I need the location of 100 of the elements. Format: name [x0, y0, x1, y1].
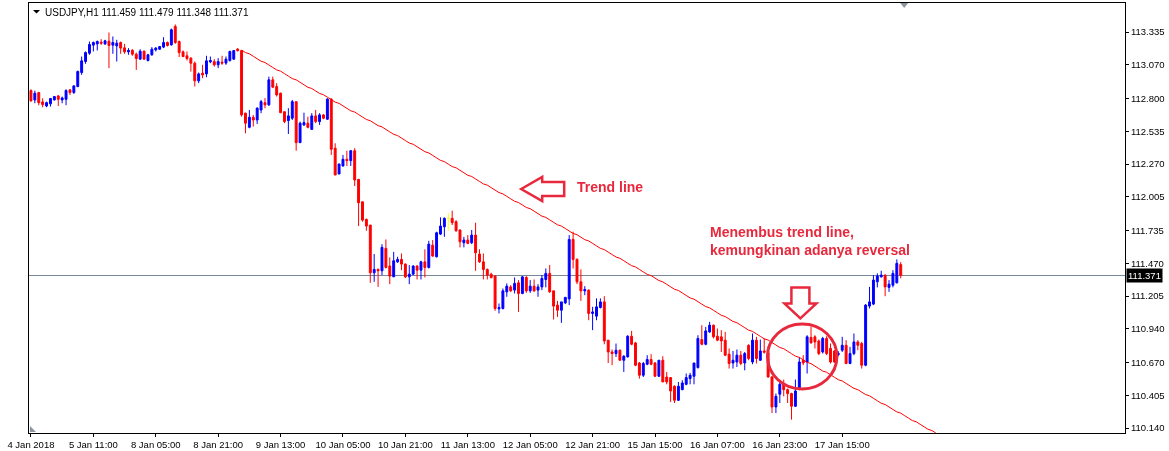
candlestick — [372, 253, 376, 283]
candlestick — [325, 97, 329, 121]
candlestick — [232, 49, 236, 61]
candlestick — [251, 114, 255, 128]
y-tick-label: 111.470 — [1130, 257, 1164, 269]
candlestick — [138, 48, 142, 61]
candlestick — [322, 113, 325, 120]
candlestick — [169, 28, 173, 46]
candlestick — [205, 55, 208, 78]
candlestick — [263, 97, 267, 109]
chart-title: USDJPY,H1 111.459 111.479 111.348 111.371 — [45, 6, 249, 18]
candlestick — [466, 234, 470, 245]
candlestick — [115, 39, 119, 62]
candlestick — [442, 216, 446, 238]
candlestick — [150, 46, 154, 57]
candlestick — [844, 339, 848, 365]
y-tick-label: 112.270 — [1130, 158, 1165, 170]
candlestick — [657, 359, 661, 378]
candlestick — [517, 279, 520, 313]
x-tick-label: 15 Jan 15:00 — [627, 439, 683, 451]
y-tick-label: 111.205 — [1130, 290, 1164, 302]
x-tick-label: 4 Jan 2018 — [7, 439, 55, 451]
candlestick — [524, 275, 528, 294]
candlestick — [614, 343, 618, 358]
candlestick — [56, 94, 60, 107]
y-tick-label: 113.070 — [1130, 59, 1165, 71]
candlestick — [95, 40, 99, 51]
candlestick — [310, 112, 314, 131]
y-tick-label: 110.405 — [1130, 389, 1165, 401]
candlestick — [676, 381, 680, 402]
x-tick-label: 12 Jan 05:00 — [502, 439, 558, 451]
x-tick-label: 10 Jan 21:00 — [377, 439, 433, 451]
candlestick — [700, 324, 704, 346]
candlestick — [349, 149, 353, 167]
y-tick-label: 111.735 — [1130, 224, 1164, 236]
candlestick — [380, 243, 384, 276]
candlestick — [883, 273, 887, 297]
candlestick — [247, 109, 251, 129]
candlestick — [520, 275, 524, 295]
candlestick — [37, 91, 41, 106]
x-tick-label: 11 Jan 13:00 — [440, 439, 495, 451]
x-tick-label: 10 Jan 05:00 — [315, 439, 371, 451]
x-tick-label: 8 Jan 21:00 — [193, 439, 243, 451]
candlestick — [790, 392, 793, 421]
ref-line-label: 111.371 — [1128, 270, 1161, 281]
candlestick — [99, 38, 103, 46]
candlestick — [123, 43, 127, 55]
candlestick — [462, 236, 466, 248]
candlestick — [731, 350, 735, 370]
x-tick-label: 16 Jan 07:00 — [689, 439, 745, 451]
candlestick — [166, 41, 169, 47]
candlestick — [314, 109, 318, 124]
candlestick — [212, 58, 216, 68]
candlestick — [661, 355, 665, 383]
candlestick — [228, 50, 232, 63]
annotation: Trend line — [577, 179, 644, 195]
candlestick — [743, 351, 747, 371]
x-tick-label: 5 Jan 11:00 — [68, 439, 118, 451]
candlestick — [840, 336, 844, 353]
candlestick — [33, 90, 37, 104]
candlestick — [119, 41, 123, 55]
candlestick — [216, 57, 220, 69]
y-tick-label: 110.670 — [1130, 356, 1165, 368]
candlestick — [197, 72, 201, 84]
candlestick — [220, 55, 224, 66]
candlestick — [45, 101, 49, 108]
candlestick — [817, 339, 821, 356]
candlestick — [758, 339, 762, 362]
candlestick — [567, 234, 571, 306]
candlestick — [427, 240, 431, 269]
candlestick — [739, 350, 743, 366]
candlestick — [318, 112, 322, 126]
candlestick — [719, 329, 723, 353]
candlestick — [793, 379, 797, 408]
candlestick — [544, 267, 548, 288]
candlestick — [481, 252, 485, 280]
candlestick — [419, 260, 423, 280]
candlestick — [747, 343, 751, 361]
candlestick — [68, 88, 72, 96]
candlestick — [559, 301, 563, 324]
candlestick — [871, 274, 875, 306]
candlestick — [474, 222, 478, 272]
candlestick — [587, 289, 591, 321]
y-tick-label: 113.335 — [1130, 26, 1165, 38]
x-tick-label: 16 Jan 23:00 — [752, 439, 808, 451]
candlestick — [134, 52, 138, 71]
candlestick — [91, 41, 95, 52]
candlestick — [470, 229, 474, 245]
candlestick — [415, 264, 419, 280]
candlestick — [201, 64, 205, 79]
candlestick — [142, 49, 146, 61]
candlestick — [532, 278, 536, 293]
candlestick — [193, 60, 197, 88]
candlestick — [509, 284, 513, 293]
candlestick — [762, 337, 766, 355]
candlestick — [801, 354, 805, 366]
candlestick — [669, 376, 673, 403]
annotation: Menembus trend line, kemungkinan adanya reversal — [710, 224, 910, 259]
candlestick — [29, 88, 33, 103]
y-tick-label: 112.005 — [1130, 191, 1165, 203]
